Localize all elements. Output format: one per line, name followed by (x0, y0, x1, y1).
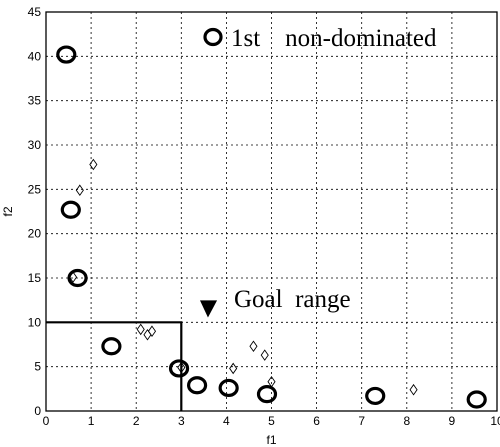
dominated-point (177, 361, 186, 374)
non-dominated-point (67, 268, 88, 288)
y-tick-label: 45 (28, 5, 42, 19)
dominated-point (147, 325, 157, 337)
y-tick-label: 5 (34, 360, 41, 374)
goal-range-boundary (46, 321, 183, 411)
x-tick-label: 7 (358, 414, 365, 428)
x-tick-label: 1 (88, 414, 95, 428)
y-tick-label: 20 (28, 227, 42, 241)
dominated-point (229, 362, 238, 375)
dominated-point (249, 340, 258, 353)
non-dominated-point (218, 378, 239, 398)
goal-range-annotation: Goal range (199, 286, 351, 318)
y-tick-label: 35 (28, 94, 42, 108)
x-tick-label: 10 (490, 414, 500, 428)
y-tick-label: 25 (28, 182, 42, 196)
dominated-point (409, 383, 418, 396)
goal-range-label: Goal range (234, 286, 351, 313)
dominated-point (89, 158, 98, 171)
y-tick-label: 0 (34, 404, 41, 418)
dominated-point (267, 375, 276, 388)
grid-lines (46, 12, 497, 411)
dominated-point (75, 184, 84, 197)
dominated-point (260, 349, 269, 361)
non-dominated-point (186, 376, 208, 395)
x-tick-label: 5 (268, 414, 275, 428)
y-axis-label: f2 (1, 206, 15, 216)
non-dominated-point (365, 386, 386, 406)
y-tick-label: 15 (28, 271, 42, 285)
dominated-point (136, 323, 145, 336)
y-axis-ticks: 0 5 10 15 20 25 30 35 40 45 (28, 5, 42, 418)
legend: 1st non-dominated (203, 25, 437, 52)
plot-frame (45, 11, 498, 412)
legend-circle-marker (203, 27, 223, 47)
goal-range-region (46, 321, 183, 411)
x-tick-label: 0 (43, 414, 50, 428)
x-tick-label: 6 (313, 414, 320, 428)
y-tick-label: 30 (28, 138, 42, 152)
non-dominated-point (101, 337, 122, 356)
x-tick-label: 9 (449, 414, 456, 428)
x-tick-label: 8 (403, 414, 410, 428)
x-tick-label: 3 (178, 414, 185, 428)
non-dominated-point (168, 359, 190, 378)
data-points (56, 45, 487, 409)
dominated-point (143, 328, 152, 341)
non-dominated-point (60, 200, 81, 219)
dominated-point (69, 271, 78, 283)
non-dominated-point (56, 45, 77, 64)
y-tick-label: 10 (28, 315, 42, 329)
x-axis-ticks: 0 1 2 3 4 5 6 7 8 9 10 (43, 414, 500, 428)
non-dominated-point (256, 385, 278, 404)
x-tick-label: 2 (133, 414, 140, 428)
y-tick-label: 40 (28, 49, 42, 63)
non-dominated-point (466, 390, 487, 409)
legend-label: 1st non-dominated (231, 25, 437, 52)
goal-range-arrow (199, 300, 218, 318)
x-axis-label: f1 (266, 433, 276, 447)
x-tick-label: 4 (223, 414, 230, 428)
